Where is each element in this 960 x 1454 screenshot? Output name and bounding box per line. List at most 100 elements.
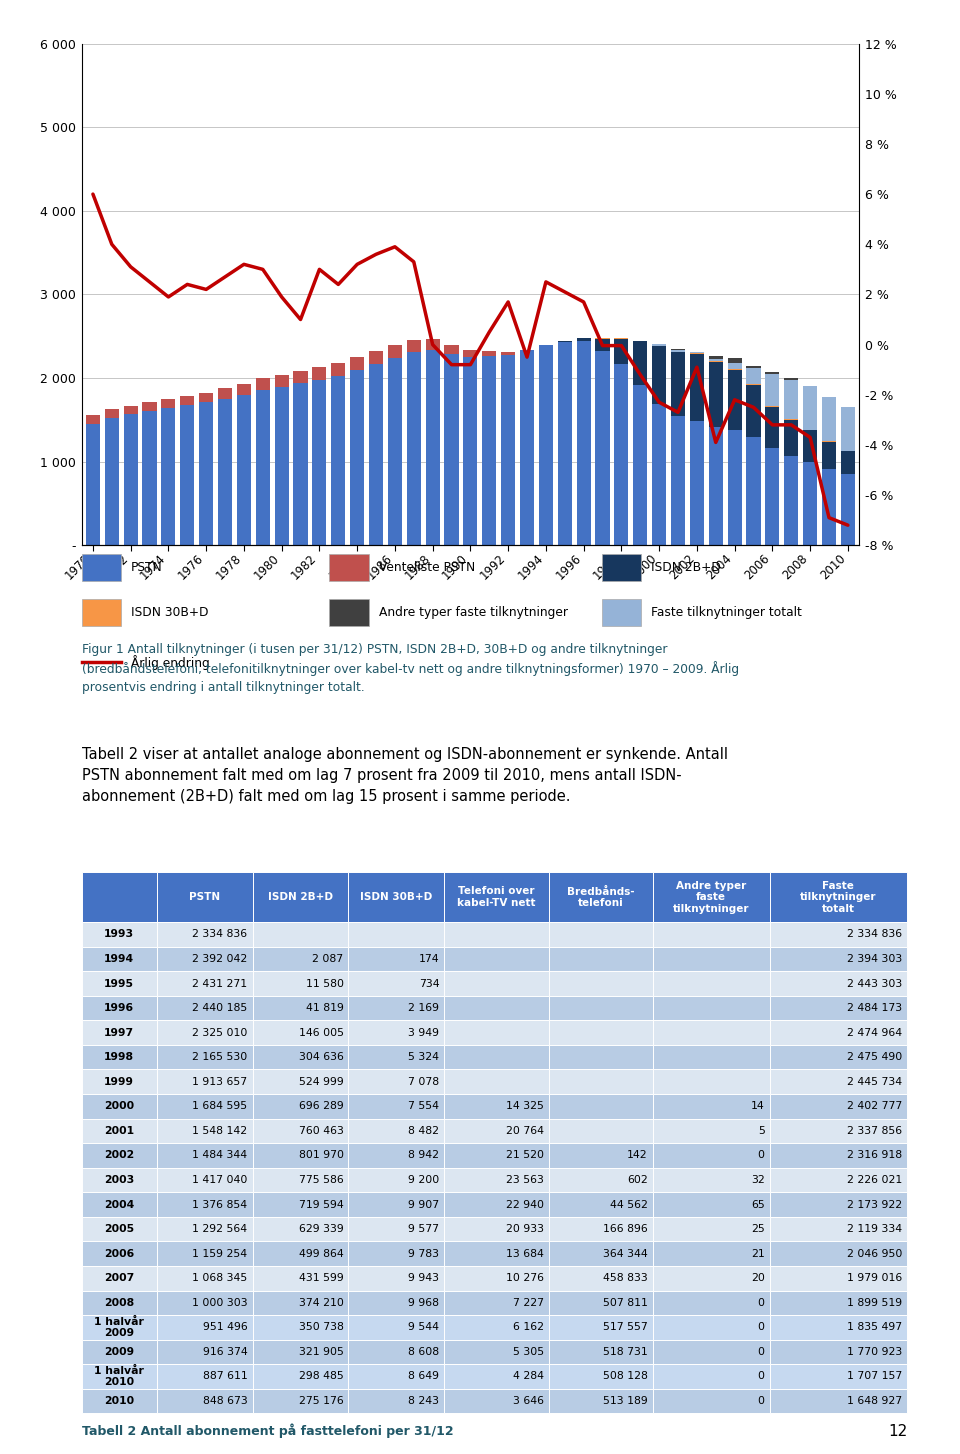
Bar — [329, 599, 369, 627]
Bar — [539, 345, 553, 545]
Bar — [653, 1389, 770, 1413]
Bar — [348, 947, 444, 971]
Text: Venteliste PSTN: Venteliste PSTN — [379, 561, 475, 574]
Text: 887 611: 887 611 — [203, 1371, 248, 1381]
Bar — [690, 422, 704, 545]
Text: 9 943: 9 943 — [408, 1274, 440, 1284]
Bar — [708, 427, 723, 545]
Bar — [770, 1192, 907, 1217]
Bar — [348, 1266, 444, 1291]
Bar — [548, 1314, 653, 1339]
Bar — [548, 1389, 653, 1413]
Bar — [252, 1389, 348, 1413]
Bar — [156, 1093, 252, 1118]
Text: 2 165 530: 2 165 530 — [192, 1053, 248, 1063]
Text: 7 554: 7 554 — [408, 1101, 440, 1111]
Bar — [653, 1339, 770, 1364]
Bar — [708, 359, 723, 361]
Text: 719 594: 719 594 — [299, 1200, 344, 1210]
Bar — [614, 339, 629, 364]
Bar — [218, 398, 232, 545]
Bar — [728, 368, 742, 369]
Bar — [255, 378, 270, 390]
Bar — [199, 403, 213, 545]
Text: 20 764: 20 764 — [506, 1125, 543, 1136]
Bar — [653, 922, 770, 947]
Bar — [520, 350, 534, 545]
Bar — [728, 430, 742, 545]
Text: 3 949: 3 949 — [408, 1028, 440, 1038]
Text: 9 200: 9 200 — [408, 1175, 440, 1185]
Text: 32: 32 — [751, 1175, 765, 1185]
Bar — [388, 345, 402, 358]
Bar — [548, 947, 653, 971]
Text: 2003: 2003 — [104, 1175, 134, 1185]
Text: 1 770 923: 1 770 923 — [847, 1346, 902, 1357]
Bar — [653, 1314, 770, 1339]
Bar — [548, 1242, 653, 1266]
Text: 298 485: 298 485 — [299, 1371, 344, 1381]
Bar — [690, 355, 704, 422]
Bar — [671, 350, 685, 352]
Text: 1 835 497: 1 835 497 — [847, 1322, 902, 1332]
Bar — [82, 1168, 156, 1192]
Text: 304 636: 304 636 — [299, 1053, 344, 1063]
Bar — [548, 1093, 653, 1118]
Bar — [348, 1093, 444, 1118]
Bar — [156, 1314, 252, 1339]
Bar — [156, 1242, 252, 1266]
Text: 1 000 303: 1 000 303 — [192, 1298, 248, 1307]
Bar — [634, 385, 647, 545]
Text: 760 463: 760 463 — [299, 1125, 344, 1136]
Text: 41 819: 41 819 — [305, 1003, 344, 1013]
Bar — [275, 375, 289, 387]
Bar — [770, 1021, 907, 1045]
Bar — [444, 922, 548, 947]
Bar — [770, 872, 907, 922]
Bar — [348, 1070, 444, 1093]
Bar — [444, 1314, 548, 1339]
Bar — [156, 947, 252, 971]
Bar — [444, 872, 548, 922]
Bar — [728, 364, 742, 368]
Text: 9 907: 9 907 — [408, 1200, 440, 1210]
Bar — [82, 1242, 156, 1266]
Bar — [770, 1242, 907, 1266]
Bar — [348, 1339, 444, 1364]
Text: Årlig endring: Årlig endring — [132, 654, 210, 670]
Text: 2006: 2006 — [104, 1249, 134, 1259]
Bar — [784, 378, 799, 379]
Bar — [548, 1168, 653, 1192]
Bar — [252, 1070, 348, 1093]
Bar — [602, 599, 641, 627]
Bar — [548, 1143, 653, 1168]
Bar — [156, 1217, 252, 1242]
Bar — [577, 337, 590, 342]
Bar — [548, 1118, 653, 1143]
Text: 2 431 271: 2 431 271 — [192, 979, 248, 989]
Bar — [348, 922, 444, 947]
Bar — [331, 377, 346, 545]
Bar — [252, 947, 348, 971]
Bar — [82, 1021, 156, 1045]
Bar — [82, 1217, 156, 1242]
Bar — [82, 947, 156, 971]
Bar — [444, 346, 459, 355]
Bar — [822, 442, 836, 468]
Text: 2 087: 2 087 — [312, 954, 344, 964]
Text: 1 halvår
2010: 1 halvår 2010 — [94, 1365, 144, 1387]
Bar — [237, 394, 251, 545]
Text: 65: 65 — [751, 1200, 765, 1210]
Bar — [294, 371, 307, 382]
Text: 8 649: 8 649 — [408, 1371, 440, 1381]
Bar — [252, 1093, 348, 1118]
Bar — [548, 1045, 653, 1070]
Bar — [156, 1192, 252, 1217]
Text: 7 078: 7 078 — [408, 1077, 440, 1086]
Bar — [770, 1070, 907, 1093]
Bar — [444, 355, 459, 545]
Bar — [252, 1217, 348, 1242]
Bar — [425, 339, 440, 349]
Bar — [82, 1364, 156, 1389]
Bar — [690, 352, 704, 353]
